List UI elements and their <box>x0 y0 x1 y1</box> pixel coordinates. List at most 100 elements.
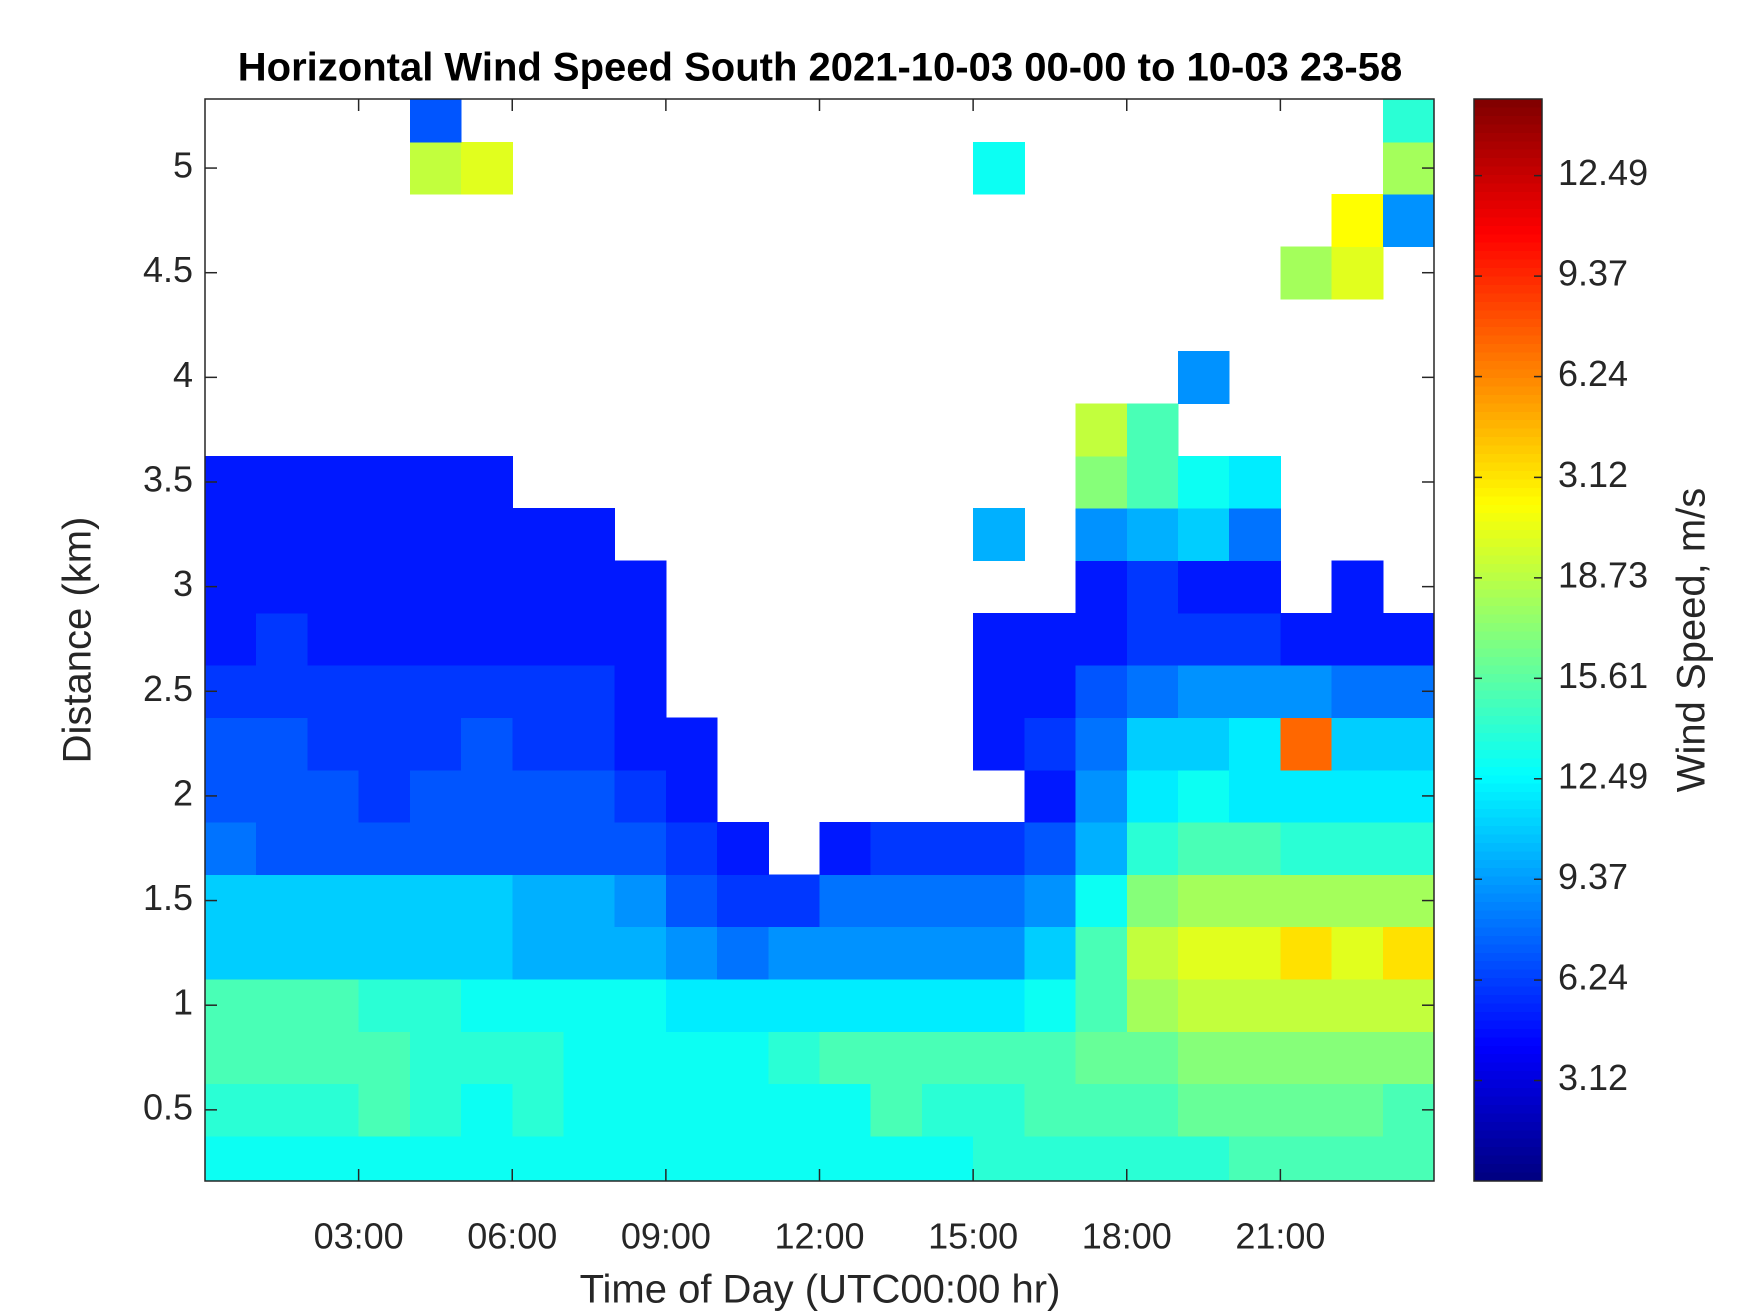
heatmap-cell <box>1331 1136 1384 1181</box>
colorbar-swatch <box>1474 1011 1542 1021</box>
heatmap-cell <box>256 560 308 614</box>
colorbar-swatch <box>1474 1121 1542 1131</box>
heatmap-cell <box>819 874 872 928</box>
heatmap-cell <box>1024 1083 1077 1137</box>
heatmap-cell <box>1229 717 1281 771</box>
heatmap-cell <box>973 1031 1025 1085</box>
heatmap-cell <box>1177 665 1230 718</box>
colorbar-swatch <box>1474 944 1542 954</box>
heatmap-cell <box>973 1136 1025 1181</box>
colorbar-swatch <box>1474 623 1542 633</box>
heatmap-cell <box>461 612 513 666</box>
heatmap-cell <box>409 717 462 771</box>
heatmap-cell <box>921 874 974 928</box>
heatmap-cell <box>1075 979 1128 1032</box>
heatmap-cell <box>563 1136 616 1181</box>
heatmap-cell <box>1177 455 1230 509</box>
heatmap-cell <box>563 769 616 823</box>
heatmap-cell <box>717 822 769 875</box>
colorbar-swatch <box>1474 893 1542 903</box>
heatmap-cell <box>358 874 411 928</box>
colorbar-swatch <box>1474 496 1542 506</box>
heatmap-cell <box>307 665 360 718</box>
colorbar-swatch <box>1474 817 1542 827</box>
heatmap-cell <box>1024 769 1077 823</box>
colorbar-swatch <box>1474 910 1542 920</box>
heatmap-cell <box>665 769 718 823</box>
heatmap-cell <box>1229 665 1281 718</box>
heatmap-cell <box>665 926 718 980</box>
colorbar-swatch <box>1474 158 1542 168</box>
colorbar-swatch <box>1474 225 1542 235</box>
colorbar-swatch <box>1474 335 1542 345</box>
colorbar-swatch <box>1474 183 1542 193</box>
colorbar-swatch <box>1474 1155 1542 1165</box>
heatmap-cell <box>1177 1083 1230 1137</box>
heatmap-cell <box>1126 926 1179 980</box>
heatmap-cell <box>921 1136 974 1181</box>
heatmap-cell <box>1024 979 1077 1032</box>
colorbar-swatch <box>1474 589 1542 599</box>
heatmap-cell <box>1280 874 1333 928</box>
colorbar-swatch <box>1474 428 1542 438</box>
heatmap-cell <box>1229 979 1281 1032</box>
colorbar-tick-label: 9.37 <box>1558 253 1628 294</box>
colorbar-swatch <box>1474 631 1542 641</box>
heatmap-cell <box>409 560 462 614</box>
y-tick-label: 1.5 <box>143 877 193 918</box>
heatmap-cell <box>256 926 308 980</box>
heatmap-cell <box>358 560 411 614</box>
heatmap-cell <box>512 665 564 718</box>
heatmap-cell <box>819 926 872 980</box>
colorbar-swatch <box>1474 513 1542 523</box>
heatmap-cell <box>1382 822 1434 875</box>
heatmap-cell <box>358 1083 411 1137</box>
heatmap-cell <box>819 979 872 1032</box>
colorbar-tick-label: 3.12 <box>1558 454 1628 495</box>
heatmap-cell <box>358 769 411 823</box>
y-tick-label: 3.5 <box>143 459 193 500</box>
heatmap-cell <box>256 979 308 1032</box>
heatmap-cell <box>358 1031 411 1085</box>
heatmap-cell <box>1024 612 1077 666</box>
heatmap-cell <box>563 874 616 928</box>
heatmap-cell <box>1177 717 1230 771</box>
colorbar-tick-label: 3.12 <box>1558 1057 1628 1098</box>
heatmap-cell <box>614 560 667 614</box>
colorbar-swatch <box>1474 217 1542 227</box>
colorbar-swatch <box>1474 986 1542 996</box>
colorbar-swatch <box>1474 1164 1542 1174</box>
heatmap-cell <box>665 1136 718 1181</box>
heatmap-cell <box>1280 926 1333 980</box>
heatmap-cell <box>1331 246 1384 300</box>
heatmap-cell <box>1382 717 1434 771</box>
heatmap-cell <box>512 822 564 875</box>
heatmap-cell <box>461 822 513 875</box>
heatmap-cell <box>1177 1031 1230 1085</box>
colorbar-swatch <box>1474 149 1542 159</box>
heatmap-cell <box>717 979 769 1032</box>
heatmap-cell <box>870 1083 923 1137</box>
heatmap-cell <box>512 560 564 614</box>
heatmap-cell <box>256 822 308 875</box>
colorbar-swatch <box>1474 673 1542 683</box>
heatmap-cell <box>768 1136 820 1181</box>
colorbar-swatch <box>1474 1138 1542 1148</box>
heatmap-cell <box>409 874 462 928</box>
colorbar-swatch <box>1474 834 1542 844</box>
heatmap-cell <box>614 1083 667 1137</box>
heatmap-cell <box>409 141 462 195</box>
heatmap-cell <box>256 1083 308 1137</box>
heatmap-cell <box>973 1083 1025 1137</box>
heatmap-cell <box>973 717 1025 771</box>
heatmap-cell <box>1331 194 1384 248</box>
heatmap-cell <box>409 979 462 1032</box>
heatmap-cell <box>1382 99 1434 143</box>
heatmap-cell <box>1024 874 1077 928</box>
heatmap-cell <box>1177 560 1230 614</box>
heatmap-cell <box>1075 926 1128 980</box>
heatmap-cell <box>256 612 308 666</box>
heatmap-cell <box>461 769 513 823</box>
heatmap-cell <box>358 508 411 561</box>
heatmap-cell <box>1229 455 1281 509</box>
